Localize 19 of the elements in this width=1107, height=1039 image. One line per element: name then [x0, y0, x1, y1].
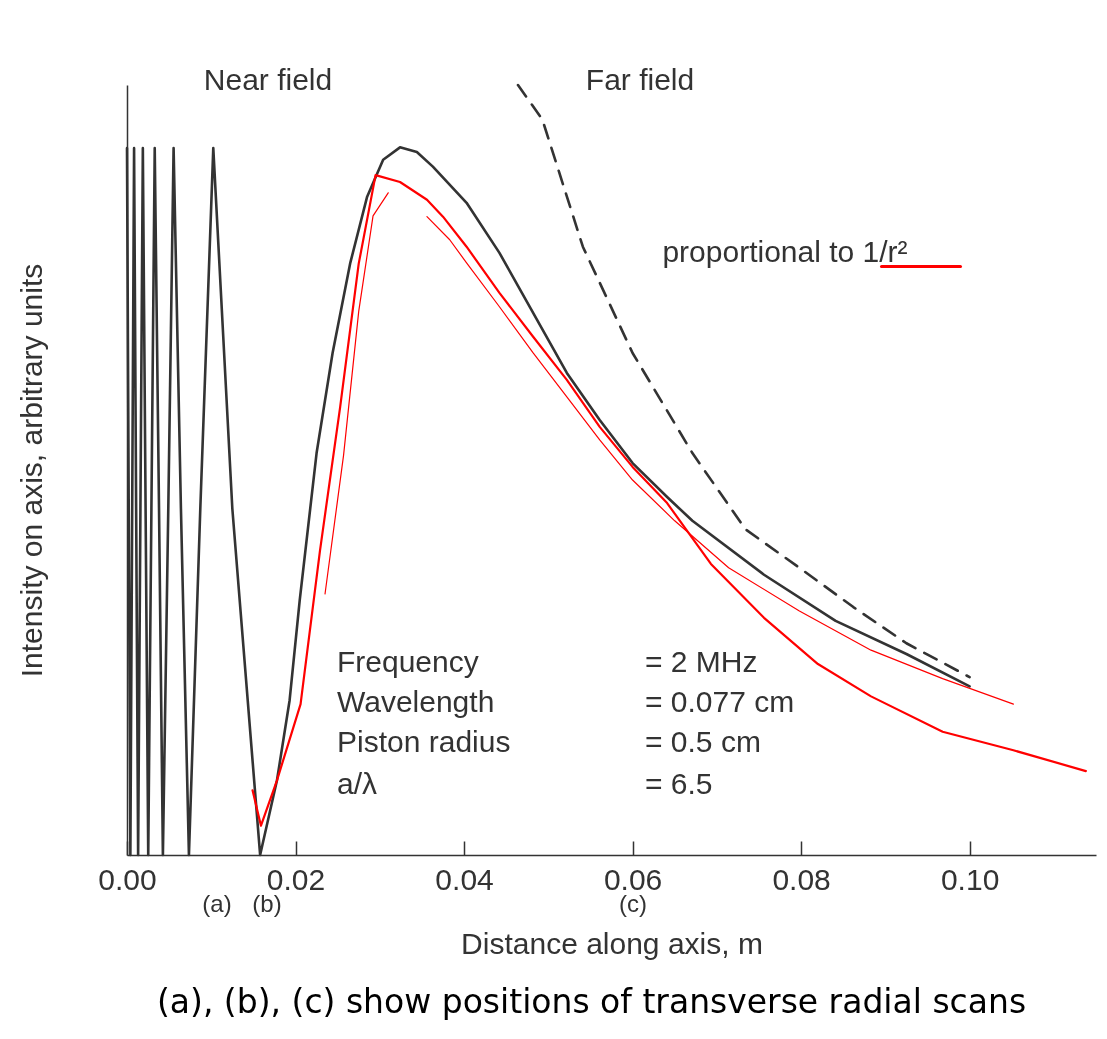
text: (a), (b), (c) show positions of transverse radial scans [156, 982, 1027, 1021]
x-tick-label: 0.08 [772, 862, 831, 896]
x-axis-title: Distance along axis, m [461, 926, 763, 960]
annotation: a/λ [337, 767, 378, 800]
annotation: Near field [203, 63, 333, 96]
y-axis-title: Intensity on axis, arbitrary units [14, 263, 48, 678]
annotation: Far field [585, 63, 695, 96]
annotation: Wavelength [337, 685, 495, 718]
x-tick-label: 0.00 [98, 862, 157, 896]
x-tick-label: 0.10 [940, 862, 1000, 896]
x-tick-label: 0.04 [435, 862, 494, 896]
annotation: = 0.5 cm [645, 725, 761, 758]
annotation: Piston radius [337, 725, 511, 758]
annotation: = 0.077 cm [645, 685, 795, 718]
annotation: proportional to 1/r² [662, 235, 908, 268]
annotation: = 2 MHz [645, 645, 758, 678]
annotation: Frequency [337, 645, 479, 678]
text: (a) [202, 890, 232, 917]
annotation: = 6.5 [645, 767, 713, 800]
